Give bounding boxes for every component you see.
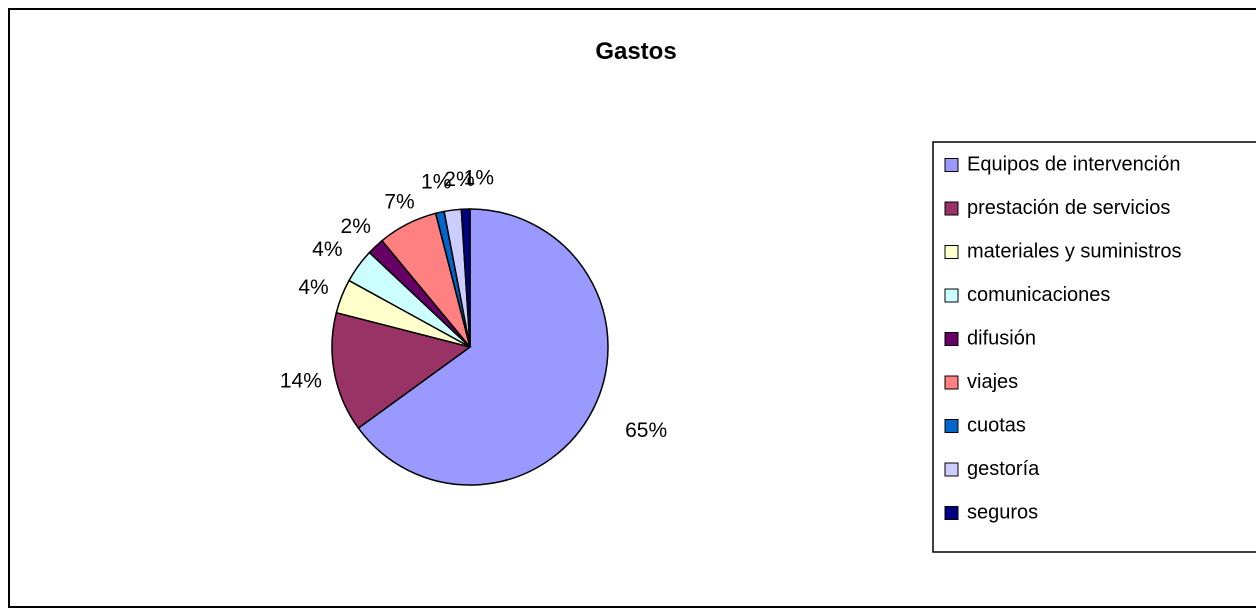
- legend-label-3: materiales y suministros: [967, 240, 1182, 262]
- legend-label-2: prestación de servicios: [967, 197, 1170, 219]
- legend-swatch-3: [944, 245, 959, 259]
- pie-slice-1: [357, 208, 609, 486]
- legend-swatch-2: [944, 201, 959, 216]
- legend-box: [932, 141, 1256, 553]
- pie-data-labels: 65%14%4%4%2%7%1%2%1%: [280, 167, 667, 442]
- legend-swatch-1: [944, 158, 959, 172]
- legend-label-1: Equipos de intervención: [967, 153, 1180, 175]
- legend-label-6: viajes: [967, 371, 1018, 393]
- legend-swatch-4: [944, 288, 959, 303]
- legend-swatch-5: [944, 332, 959, 346]
- legend-label-7: cuotas: [967, 414, 1026, 436]
- data-label-3: 4%: [298, 276, 328, 299]
- data-label-1: 65%: [625, 419, 667, 442]
- pie-slices: [331, 208, 609, 486]
- data-label-5: 2%: [341, 215, 371, 238]
- legend-swatch-6: [944, 375, 959, 390]
- data-label-4: 4%: [312, 238, 342, 261]
- pie-chart: 65%14%4%4%2%7%1%2%1% Equipos de interven…: [280, 141, 1256, 553]
- data-label-6: 7%: [384, 190, 414, 213]
- legend-swatch-9: [944, 506, 959, 520]
- data-label-9: 1%: [464, 167, 494, 190]
- pie-slice-9: [460, 208, 471, 348]
- legend-label-9: seguros: [967, 501, 1038, 523]
- legend-label-8: gestoría: [967, 458, 1040, 480]
- data-label-8: 2%: [444, 168, 474, 191]
- legend-swatch-7: [944, 419, 959, 433]
- legend-label-5: difusión: [967, 327, 1036, 349]
- data-label-7: 1%: [421, 170, 451, 193]
- legend-swatch-8: [944, 462, 959, 477]
- legend: Equipos de intervención prestación de ser…: [932, 141, 1256, 553]
- pie-slice-2: [331, 311, 472, 430]
- data-label-2: 14%: [280, 369, 322, 392]
- legend-label-4: comunicaciones: [967, 284, 1110, 306]
- chart-title: Gastos: [595, 38, 677, 65]
